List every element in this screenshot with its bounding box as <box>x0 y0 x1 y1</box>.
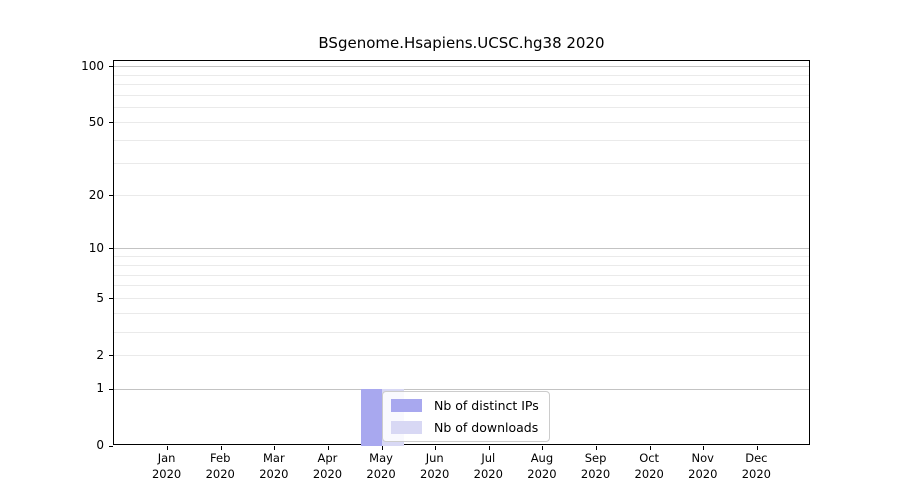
x-tickmark-0 <box>167 446 169 450</box>
x-tick-label-5: Jun 2020 <box>420 451 450 481</box>
minor-gridline-3 <box>114 331 809 333</box>
minor-gridline-70 <box>114 94 809 96</box>
legend: Nb of distinct IPs Nb of downloads <box>382 391 550 442</box>
legend-label-distinct-ips: Nb of distinct IPs <box>434 398 539 413</box>
minor-gridline-60 <box>114 107 809 109</box>
y-tickmark-50 <box>109 122 113 124</box>
x-tick-label-3: Apr 2020 <box>312 451 343 481</box>
minor-gridline-40 <box>114 140 809 142</box>
y-tickmark-0 <box>109 445 113 447</box>
x-tick-label-8: Sep 2020 <box>580 451 611 481</box>
x-tickmark-4 <box>381 446 383 450</box>
y-tickmark-1 <box>109 388 113 390</box>
minor-gridline-30 <box>114 163 809 165</box>
minor-gridline-90 <box>114 74 809 76</box>
minor-gridline-20 <box>114 195 809 197</box>
minor-gridline-5 <box>114 298 809 300</box>
minor-gridline-7 <box>114 274 809 276</box>
minor-gridline-4 <box>114 313 809 315</box>
x-tickmark-11 <box>756 446 758 450</box>
y-tick-label-1: 1 <box>96 381 104 395</box>
y-tickmark-20 <box>109 195 113 197</box>
x-tick-label-6: Jul 2020 <box>473 451 503 481</box>
y-tickmark-5 <box>109 298 113 300</box>
x-tick-label-0: Jan 2020 <box>151 451 182 481</box>
y-tick-label-5: 5 <box>96 290 104 305</box>
x-tick-label-2: Mar 2020 <box>259 451 289 481</box>
x-tickmark-8 <box>596 446 598 450</box>
x-tickmark-7 <box>542 446 544 450</box>
legend-label-downloads: Nb of downloads <box>434 420 539 435</box>
plot-area <box>109 60 810 450</box>
y-tick-label-2: 2 <box>96 347 104 362</box>
y-tickmark-10 <box>109 248 113 250</box>
x-tickmark-3 <box>327 446 329 450</box>
x-tickmark-6 <box>488 446 490 450</box>
major-gridline-100 <box>114 66 809 67</box>
legend-item-downloads: Nb of downloads <box>391 420 539 435</box>
y-tick-label-0: 0 <box>96 438 104 452</box>
minor-gridline-6 <box>114 285 809 287</box>
y-tick-label-10: 10 <box>88 240 104 255</box>
x-tickmark-5 <box>435 446 437 450</box>
minor-gridline-80 <box>114 84 809 86</box>
major-gridline-1 <box>114 388 809 390</box>
distinct-ips-swatch-icon <box>391 399 422 412</box>
bar-nb-of-distinct-ips-May-2020 <box>360 389 383 446</box>
downloads-swatch-icon <box>391 421 422 434</box>
y-tick-label-20: 20 <box>88 187 104 202</box>
y-tick-label-50: 50 <box>88 114 104 129</box>
x-tickmark-9 <box>649 446 651 450</box>
legend-item-distinct-ips: Nb of distinct IPs <box>391 398 539 413</box>
minor-gridline-8 <box>114 264 809 266</box>
x-tickmark-1 <box>220 446 222 450</box>
y-tick-label-100: 100 <box>81 58 104 73</box>
x-tick-label-1: Feb 2020 <box>205 451 235 481</box>
major-gridline-10 <box>114 248 809 250</box>
y-tickmark-100 <box>109 66 113 67</box>
minor-gridline-50 <box>114 122 809 124</box>
x-tick-label-11: Dec 2020 <box>741 451 772 481</box>
minor-gridline-9 <box>114 256 809 258</box>
chart-title: BSgenome.Hsapiens.UCSC.hg38 2020 <box>318 34 605 52</box>
x-tick-label-9: Oct 2020 <box>634 451 664 481</box>
x-tick-label-4: May 2020 <box>366 451 396 481</box>
y-tickmark-2 <box>109 355 113 357</box>
x-tickmark-10 <box>703 446 705 450</box>
x-tick-label-10: Nov 2020 <box>688 451 718 481</box>
x-tickmark-2 <box>274 446 276 450</box>
x-tick-label-7: Aug 2020 <box>527 451 557 481</box>
minor-gridline-2 <box>114 355 809 357</box>
